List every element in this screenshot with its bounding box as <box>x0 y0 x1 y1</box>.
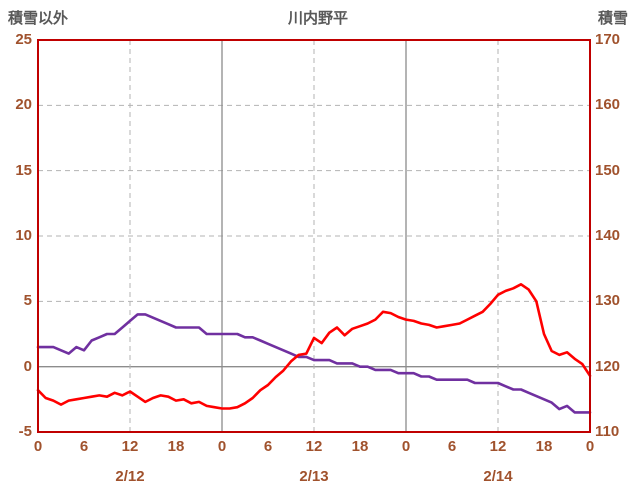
series-line-right <box>36 313 592 414</box>
plot-border <box>37 39 591 433</box>
left-axis-title: 積雪以外 <box>8 10 69 27</box>
series-line-left <box>36 282 592 410</box>
chart-title: 川内野平 <box>287 10 348 27</box>
right-axis-title: 積雪 <box>597 10 628 27</box>
